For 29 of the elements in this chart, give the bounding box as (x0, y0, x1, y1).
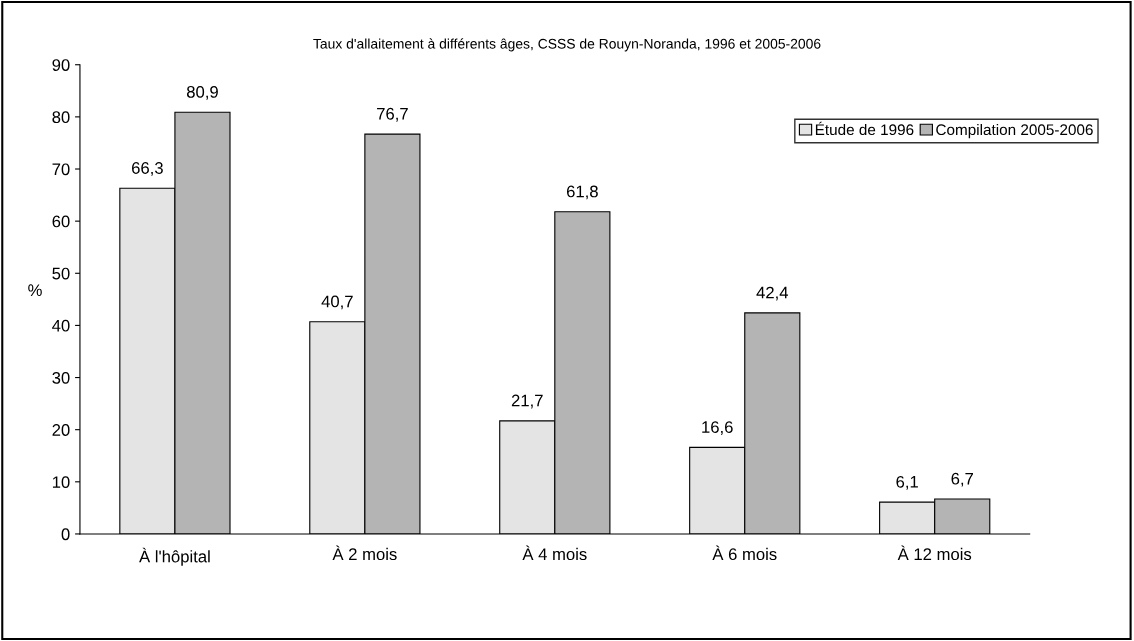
data-label: 6,7 (951, 472, 973, 487)
data-label: 76,7 (377, 107, 408, 122)
data-label: 40,7 (321, 295, 353, 310)
y-tick-label: 70 (52, 163, 70, 176)
legend-label: Étude de 1996 (815, 121, 914, 136)
chart-title: Taux d'allaitement à différents âges, CSSS de Rouyn-Noranda, 1996 et 2005-2006 (313, 38, 821, 52)
data-label: 80,9 (186, 85, 218, 100)
y-tick-label: 10 (52, 476, 70, 489)
y-tick-label: 60 (52, 215, 70, 228)
data-label: 16,6 (702, 421, 733, 435)
y-tick-label: 30 (52, 371, 70, 384)
y-tick-label: 90 (52, 59, 70, 71)
data-label: 42,4 (756, 286, 789, 301)
data-label: 21,7 (511, 394, 543, 409)
y-axis-title: % (28, 284, 42, 296)
x-tick-label: À l'hôpital (139, 547, 210, 566)
y-tick-label: 20 (52, 424, 70, 436)
data-label: 6,1 (896, 475, 918, 490)
y-tick-label: 0 (61, 528, 70, 541)
x-tick-label: À 4 mois (522, 545, 587, 561)
x-tick-label: À 2 mois (332, 545, 397, 561)
y-tick-label: 80 (52, 111, 70, 124)
y-tick-label: 40 (52, 319, 70, 332)
legend-label: Compilation 2005-2006 (936, 123, 1093, 139)
data-label: 61,8 (566, 185, 598, 200)
y-tick-label: 50 (52, 267, 70, 280)
data-label: 66,3 (132, 162, 163, 176)
x-tick-label: À 12 mois (897, 545, 972, 561)
x-tick-label: À 6 mois (712, 545, 777, 561)
